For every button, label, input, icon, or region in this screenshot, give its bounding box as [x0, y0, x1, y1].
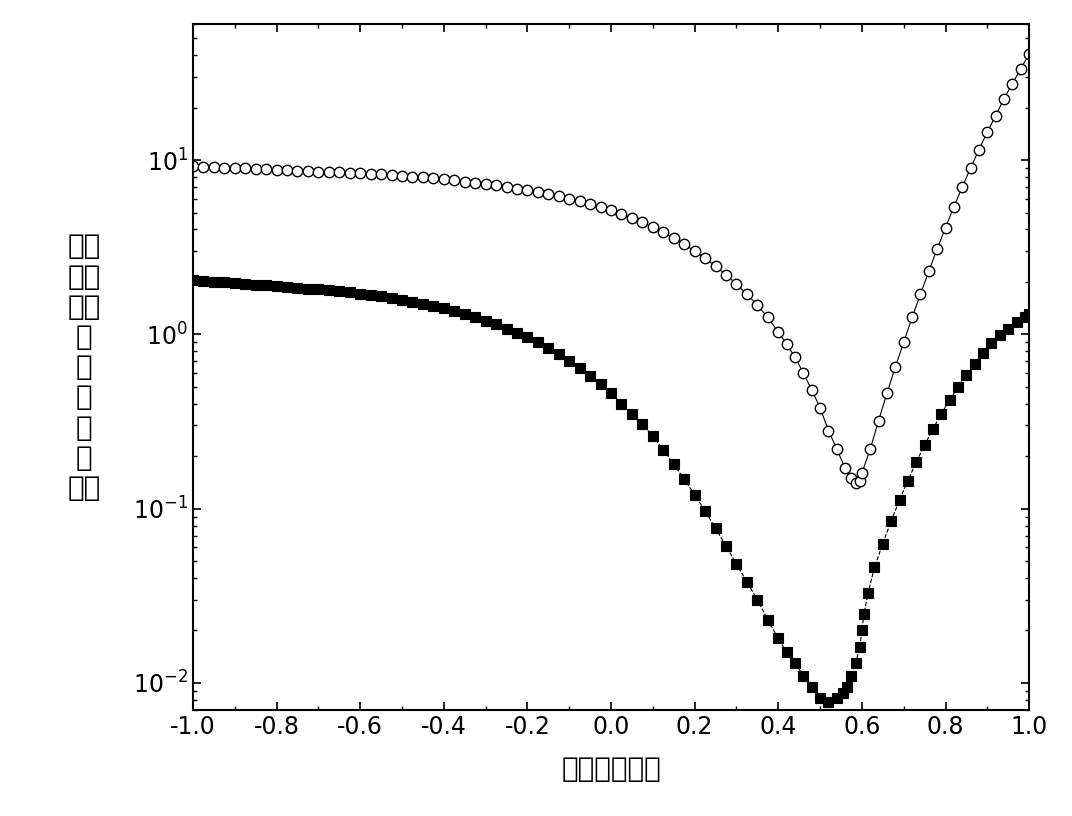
X-axis label: 电压（伏特）: 电压（伏特）	[561, 756, 661, 783]
Text: 电流
密度
（毫
安
每
平
方
厘
米）: 电流 密度 （毫 安 每 平 方 厘 米）	[68, 233, 101, 502]
